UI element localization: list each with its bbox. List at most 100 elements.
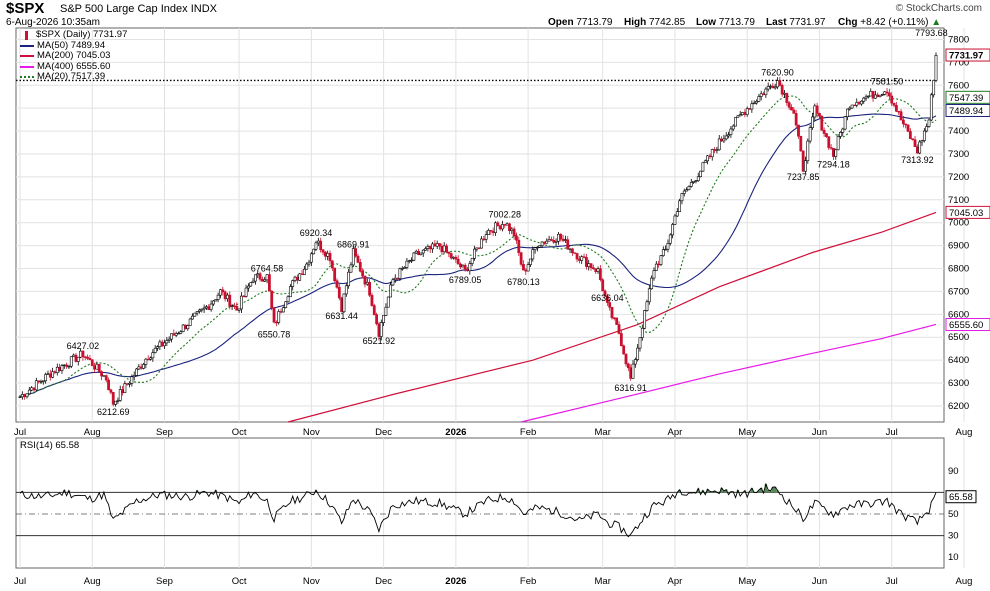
candle-body [850,104,854,109]
candle-body [778,80,782,86]
candle-body [785,92,789,103]
candle-body [668,234,672,244]
value-tag-box [945,318,990,332]
legend-item-ma20: MA(20) 7517.39 [20,71,127,83]
candle-body [787,102,791,108]
candle-body [645,301,649,311]
price-annotation: 7620.90 [761,67,794,77]
candle-body [759,93,763,97]
y-tick-label: 7300 [948,149,969,160]
candle-body [477,247,481,249]
candle-body [274,321,278,324]
candle-body [904,123,908,126]
line-swatch-icon [20,65,34,68]
candle-body [277,311,281,323]
candle-body [587,263,591,267]
chart-datetime: 6-Aug-2026 10:35am [6,17,100,28]
candle-body [319,240,323,251]
candle-body [750,103,754,110]
candle-body [673,215,677,225]
candle-body [671,224,675,236]
candle-body [295,276,299,281]
candle-body [755,101,758,104]
candle-body [822,129,826,134]
candle-body [519,252,523,265]
candle-body [202,307,206,310]
candle-body [547,239,551,242]
candle-body [701,162,705,172]
price-annotation: 6780.13 [507,277,540,287]
candle-body [249,282,253,287]
candle-body [799,135,803,152]
candle-body [769,85,772,88]
y-tick-label: 6200 [948,401,969,412]
ohlc-last: Last 7731.97 [766,17,826,28]
candle-body [254,274,257,282]
x-tick-label: Feb [520,427,536,438]
x-tick-label: Apr [668,576,683,587]
candle-body [431,243,434,250]
candle-body [531,249,535,260]
candle-body [51,371,55,378]
candle-body [34,380,38,391]
candle-body [393,277,397,281]
candle-body [83,356,87,358]
candle-body [412,252,416,261]
candle-body [314,242,318,250]
candle-body [883,91,887,95]
candle-body [745,108,749,115]
candle-body [240,295,243,310]
candle-body [869,90,873,97]
candle-body [927,119,931,127]
candle-body [603,290,607,297]
candle-body [18,396,22,398]
candle-body [384,306,388,316]
y-tick-label: 6400 [948,355,969,366]
candle-body [398,268,402,279]
candle-body [265,274,269,281]
candle-body [570,248,574,254]
candle-body [804,160,807,172]
candle-body [741,112,744,115]
candle-body [312,248,316,255]
candle-body [640,327,644,338]
candle-body [438,243,441,247]
candle-body [473,248,476,259]
candle-body [221,289,225,293]
candle-body [512,228,516,237]
candle-body [363,275,367,285]
candle-body [223,291,227,300]
candle-body [463,264,467,270]
candle-body [386,296,390,308]
candle-body [827,136,831,148]
candle-body [790,107,793,111]
candle-body [871,90,875,99]
candle-body [165,340,169,344]
y-tick-label: 6800 [948,264,969,275]
candle-body [361,271,365,277]
rsi-value-tag-box [945,490,977,504]
candle-body [323,251,327,257]
candle-body [286,296,290,303]
candle-body [349,264,353,273]
candle-body [498,225,502,230]
rsi-tick-label: 10 [948,552,959,563]
x-tick-label: Nov [303,427,320,438]
rsi-legend: RSI(14) 65.58 [20,440,80,451]
candle-body [74,354,78,362]
candle-body [594,268,598,272]
candle-body [258,273,262,280]
candle-body [878,94,882,97]
candle-body [272,307,276,323]
candle-body [233,305,236,307]
candle-body [256,273,260,276]
candle-body [626,363,630,369]
rsi-line [19,482,937,538]
candle-body [403,267,406,269]
candle-body [929,94,933,121]
x-tick-label: 2026 [445,576,466,587]
candle-body [216,294,220,300]
candle-body [214,299,218,302]
candle-body [710,149,714,158]
y-tick-label: 6600 [948,309,969,320]
